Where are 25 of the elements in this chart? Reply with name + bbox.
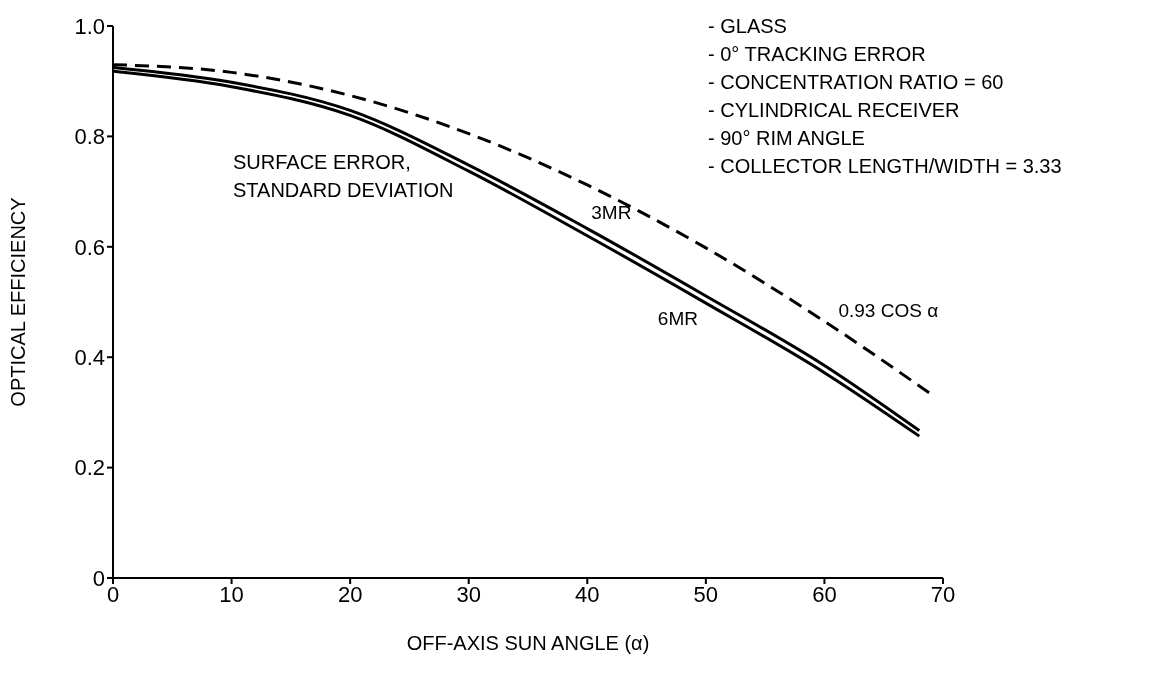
annotation: SURFACE ERROR, STANDARD DEVIATION xyxy=(233,150,454,203)
x-tick-label: 10 xyxy=(219,581,244,607)
y-tick-label: 0.4 xyxy=(74,345,105,371)
series-label: 6MR xyxy=(657,308,698,330)
annotation: - CYLINDRICAL RECEIVER xyxy=(708,98,961,123)
annotation: - COLLECTOR LENGTH/WIDTH = 3.33 xyxy=(708,154,1062,179)
x-tick-label: 60 xyxy=(812,581,837,607)
x-tick-label: 70 xyxy=(930,581,956,607)
x-tick-label: 30 xyxy=(456,581,481,607)
series-label: 0.93 COS α xyxy=(838,300,939,322)
annotation: - 0° TRACKING ERROR xyxy=(708,42,927,67)
y-tick-label: 0.8 xyxy=(74,124,105,150)
x-tick-label: 20 xyxy=(337,581,363,607)
y-tick-label: 0.2 xyxy=(74,455,105,481)
annotation: - GLASS xyxy=(708,14,788,39)
x-axis-title: OFF-AXIS SUN ANGLE (α) xyxy=(406,632,650,654)
y-tick-label: 0 xyxy=(92,565,105,591)
y-axis-title: OPTICAL EFFICIENCY xyxy=(7,197,30,407)
x-tick-label: 50 xyxy=(693,581,719,607)
y-tick-label: 0.6 xyxy=(74,234,105,260)
annotation: - 90° RIM ANGLE xyxy=(708,126,866,151)
annotation: - CONCENTRATION RATIO = 60 xyxy=(708,70,1005,95)
x-tick-label: 40 xyxy=(575,581,600,607)
series-label: 3MR xyxy=(591,201,632,223)
y-tick-label: 1.0 xyxy=(74,13,105,39)
